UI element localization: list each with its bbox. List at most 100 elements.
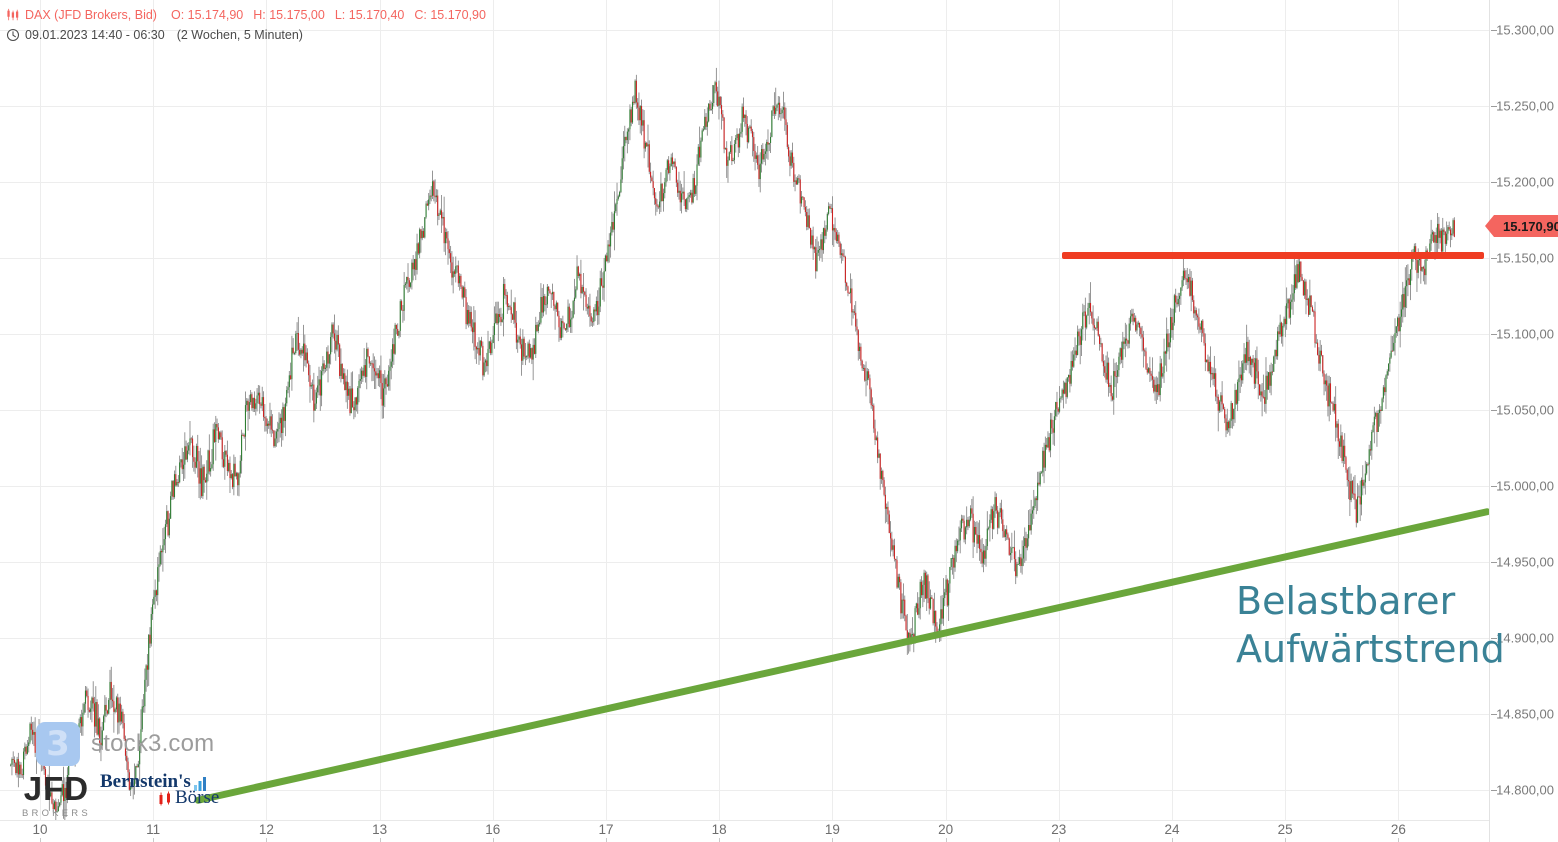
time-tick-mark bbox=[1285, 838, 1287, 842]
time-tick-label: 11 bbox=[146, 822, 161, 837]
time-tick-mark bbox=[1172, 838, 1173, 842]
gridline-vertical bbox=[606, 0, 607, 820]
bernstein-row-bottom: Börse bbox=[100, 788, 219, 807]
gridline-vertical bbox=[153, 0, 155, 820]
price-tick-mark bbox=[1491, 30, 1497, 32]
time-tick-label: 19 bbox=[824, 822, 840, 837]
stock3-text: stock3.com bbox=[91, 730, 215, 757]
gridline-horizontal bbox=[0, 410, 1489, 411]
price-tick-mark bbox=[1491, 410, 1497, 411]
time-tick-mark bbox=[1058, 838, 1060, 842]
open-value: O: 15.174,90 bbox=[170, 7, 244, 22]
gridline-horizontal bbox=[0, 485, 1489, 487]
candlestick-series bbox=[10, 67, 1455, 820]
time-tick-label: 12 bbox=[258, 822, 274, 837]
jfd-logo-main: JFD bbox=[23, 770, 90, 807]
stock3-mark-icon: 3 bbox=[36, 722, 80, 766]
bernstein-boerse: Börse bbox=[175, 787, 220, 808]
annotation-line-1: Belastbarer bbox=[1236, 579, 1456, 623]
timeframe-row[interactable]: 09.01.2023 14:40 - 06:30 (2 Wochen, 5 Mi… bbox=[6, 26, 496, 43]
stock3-watermark: 3 stock3.com bbox=[36, 722, 214, 766]
price-tick-label: 15.250,00 bbox=[1496, 98, 1554, 114]
time-tick-mark bbox=[1398, 838, 1400, 842]
gridline-vertical bbox=[379, 0, 381, 820]
price-tick-mark bbox=[1491, 637, 1497, 639]
time-tick-label: 17 bbox=[598, 822, 614, 837]
date-range: 09.01.2023 14:40 - 06:30 bbox=[25, 27, 165, 42]
gridline-horizontal bbox=[0, 106, 1489, 108]
price-tick-mark bbox=[1491, 713, 1497, 715]
last-price-tag[interactable]: 15.170,90 bbox=[1485, 215, 1558, 238]
trend-annotation: Belastbarer Aufwärtstrend bbox=[1236, 578, 1505, 674]
time-tick-label: 25 bbox=[1277, 822, 1293, 837]
time-tick-label: 23 bbox=[1051, 822, 1067, 837]
time-tick-label: 13 bbox=[372, 822, 388, 837]
high-value: H: 15.175,00 bbox=[253, 7, 325, 22]
candlestick-red-icon bbox=[159, 791, 170, 806]
axis-divider-horizontal bbox=[0, 820, 1489, 821]
gridline-horizontal bbox=[0, 182, 1489, 184]
annotation-line-2: Aufwärtstrend bbox=[1236, 626, 1505, 671]
price-tick-label: 15.200,00 bbox=[1496, 174, 1554, 190]
close-value: C: 15.170,90 bbox=[414, 7, 486, 22]
instrument-info-row[interactable]: DAX (JFD Brokers, Bid) O: 15.174,90 H: 1… bbox=[6, 6, 496, 23]
price-tick-mark bbox=[1491, 182, 1497, 184]
gridline-vertical bbox=[40, 0, 41, 820]
price-tick-mark bbox=[1491, 106, 1497, 108]
price-tick-label: 15.100,00 bbox=[1496, 326, 1554, 342]
time-tick-label: 20 bbox=[938, 822, 954, 837]
jfd-logo-sub: BROKERS bbox=[22, 808, 91, 819]
last-price-value: 15.170,90 bbox=[1503, 218, 1558, 234]
gridline-vertical bbox=[492, 0, 494, 820]
price-tick-label: 15.150,00 bbox=[1496, 250, 1554, 266]
price-tick-label: 15.000,00 bbox=[1496, 478, 1554, 494]
time-tick-mark bbox=[153, 838, 155, 842]
gridline-vertical bbox=[945, 0, 947, 820]
time-tick-mark bbox=[379, 838, 381, 842]
gridline-vertical bbox=[1172, 0, 1173, 820]
low-value: L: 15.170,40 bbox=[334, 7, 405, 22]
price-tick-mark bbox=[1491, 258, 1497, 260]
time-tick-mark bbox=[492, 838, 494, 842]
axis-divider-vertical bbox=[1489, 0, 1490, 842]
instrument-name: DAX (JFD Brokers, Bid) bbox=[25, 7, 157, 22]
time-tick-mark bbox=[832, 838, 834, 842]
price-tick-label: 14.850,00 bbox=[1496, 706, 1554, 722]
price-tick-mark bbox=[1491, 561, 1497, 563]
price-tick-label: 15.300,00 bbox=[1496, 22, 1554, 38]
gridline-vertical bbox=[832, 0, 834, 820]
gridline-horizontal bbox=[0, 334, 1489, 336]
time-tick-label: 10 bbox=[32, 822, 48, 837]
gridline-vertical bbox=[1398, 0, 1400, 820]
clock-icon bbox=[6, 28, 20, 41]
gridline-horizontal bbox=[0, 30, 1489, 32]
time-tick-mark bbox=[719, 838, 721, 842]
interval-label: (2 Wochen, 5 Minuten) bbox=[176, 27, 303, 42]
price-tick-label: 15.050,00 bbox=[1496, 402, 1554, 418]
price-tick-label: 14.800,00 bbox=[1496, 782, 1554, 798]
time-tick-mark bbox=[266, 838, 268, 842]
price-tick-label: 14.950,00 bbox=[1496, 554, 1554, 570]
gridline-vertical bbox=[1285, 0, 1287, 820]
bernstein-name: Bernstein's bbox=[100, 771, 191, 792]
price-tick-mark bbox=[1491, 334, 1497, 336]
gridline-vertical bbox=[266, 0, 268, 820]
bar-chart-icon bbox=[193, 777, 206, 791]
time-tick-label: 18 bbox=[711, 822, 727, 837]
gridline-vertical bbox=[719, 0, 721, 820]
bernstein-row-top: Bernstein's bbox=[100, 772, 219, 791]
time-tick-label: 24 bbox=[1164, 822, 1180, 837]
bernsteins-boerse-logo: Bernstein's Börse bbox=[100, 772, 219, 807]
price-tick-label: 14.900,00 bbox=[1496, 630, 1554, 646]
time-tick-label: 26 bbox=[1390, 822, 1406, 837]
price-axis[interactable]: 15.300,00 15.250,00 15.200,00 15.150,00 15.1… bbox=[1489, 0, 1558, 820]
gridline-horizontal bbox=[0, 258, 1489, 260]
resistance-line[interactable] bbox=[1061, 252, 1484, 260]
time-tick-mark bbox=[40, 838, 41, 842]
candlestick-icon bbox=[7, 8, 19, 20]
price-tick-mark bbox=[1491, 789, 1497, 791]
time-tick-mark bbox=[945, 838, 947, 842]
time-tick-mark bbox=[606, 838, 607, 842]
jfd-brokers-logo: JFD BROKERS bbox=[22, 772, 91, 819]
